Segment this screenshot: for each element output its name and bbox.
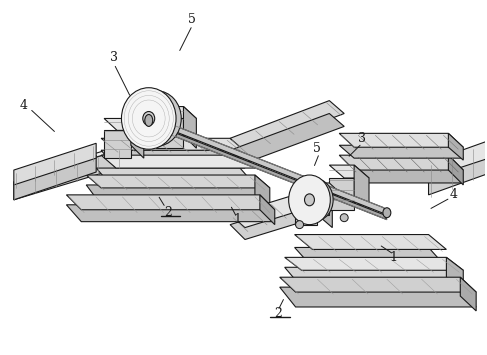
Polygon shape — [260, 195, 275, 225]
Polygon shape — [184, 106, 196, 148]
Polygon shape — [339, 168, 463, 183]
Polygon shape — [295, 182, 332, 195]
Text: 3: 3 — [358, 132, 366, 145]
Polygon shape — [230, 100, 344, 151]
Polygon shape — [230, 205, 309, 240]
Polygon shape — [339, 133, 463, 147]
Polygon shape — [86, 185, 270, 205]
Polygon shape — [66, 205, 275, 222]
Polygon shape — [318, 195, 329, 215]
Polygon shape — [96, 168, 255, 185]
Polygon shape — [101, 150, 245, 168]
Polygon shape — [131, 119, 144, 158]
Polygon shape — [14, 150, 119, 200]
Polygon shape — [449, 155, 463, 185]
Ellipse shape — [143, 111, 155, 125]
Polygon shape — [339, 145, 463, 158]
Polygon shape — [66, 195, 275, 210]
Polygon shape — [329, 165, 369, 178]
Ellipse shape — [289, 175, 330, 225]
Polygon shape — [447, 257, 463, 290]
Ellipse shape — [298, 179, 333, 221]
Ellipse shape — [304, 194, 315, 206]
Polygon shape — [285, 267, 463, 287]
Polygon shape — [104, 119, 144, 130]
Polygon shape — [14, 143, 96, 185]
Polygon shape — [449, 133, 463, 160]
Polygon shape — [101, 155, 255, 168]
Polygon shape — [149, 115, 387, 215]
Polygon shape — [149, 122, 387, 220]
Text: 5: 5 — [314, 142, 321, 155]
Ellipse shape — [296, 221, 303, 229]
Text: 5: 5 — [188, 13, 196, 26]
Polygon shape — [14, 143, 129, 182]
Text: 2: 2 — [274, 307, 281, 321]
Polygon shape — [318, 182, 332, 228]
Ellipse shape — [145, 115, 153, 126]
Text: 1: 1 — [390, 251, 398, 264]
Polygon shape — [101, 138, 245, 150]
Polygon shape — [329, 178, 354, 210]
Polygon shape — [460, 277, 476, 311]
Text: 2: 2 — [165, 206, 172, 219]
Polygon shape — [295, 247, 447, 267]
Polygon shape — [104, 130, 131, 158]
Polygon shape — [295, 195, 318, 225]
Text: 4: 4 — [20, 99, 28, 112]
Polygon shape — [339, 155, 463, 170]
Polygon shape — [156, 119, 184, 148]
Polygon shape — [318, 183, 342, 195]
Polygon shape — [429, 150, 487, 195]
Ellipse shape — [121, 88, 176, 149]
Polygon shape — [14, 155, 96, 200]
Text: 4: 4 — [450, 189, 457, 201]
Polygon shape — [230, 114, 344, 163]
Ellipse shape — [383, 208, 391, 218]
Ellipse shape — [340, 214, 348, 222]
Polygon shape — [354, 165, 369, 213]
Ellipse shape — [132, 91, 181, 146]
Polygon shape — [230, 195, 309, 228]
Polygon shape — [429, 137, 487, 178]
Polygon shape — [255, 175, 270, 208]
Polygon shape — [280, 277, 476, 292]
Polygon shape — [295, 235, 447, 250]
Polygon shape — [156, 106, 196, 119]
Polygon shape — [285, 257, 463, 270]
Text: 1: 1 — [233, 213, 241, 226]
Polygon shape — [86, 175, 270, 188]
Polygon shape — [280, 287, 476, 307]
Text: 3: 3 — [110, 51, 118, 65]
